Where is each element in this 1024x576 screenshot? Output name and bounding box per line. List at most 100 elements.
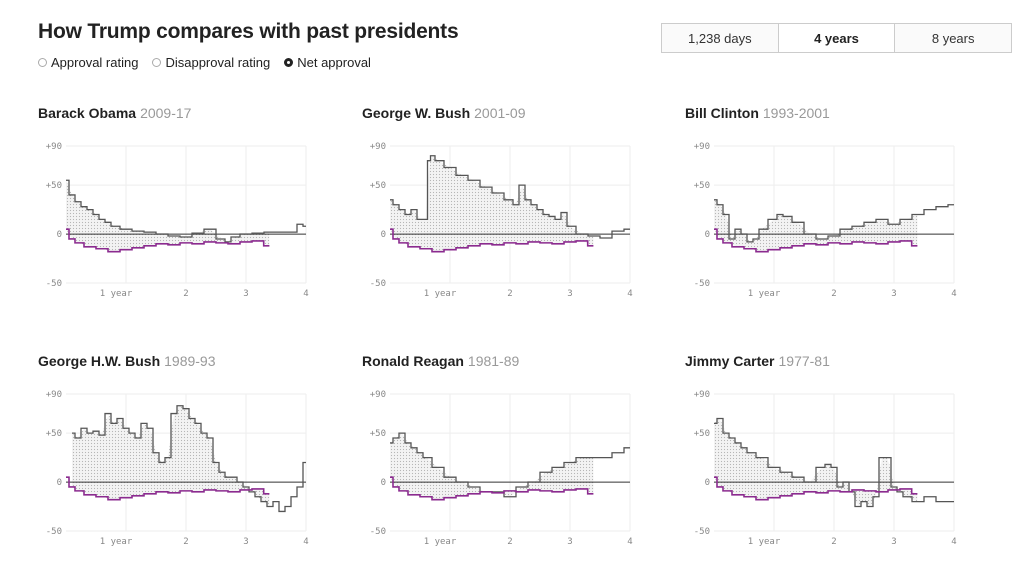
net-approval-radio-icon[interactable] [284, 58, 294, 67]
y-tick-label: +50 [46, 429, 62, 439]
x-tick-label: 2 [507, 289, 512, 299]
x-tick-label: 3 [567, 537, 572, 547]
panel-title-reagan: Ronald Reagan 1981-89 [362, 353, 519, 369]
metric-radio-group: Approval rating Disapproval rating Net a… [38, 55, 371, 70]
x-tick-label: 2 [831, 537, 836, 547]
y-tick-label: 0 [705, 230, 710, 240]
president-net-approval-line [72, 405, 306, 513]
x-tick-label: 3 [243, 537, 248, 547]
president-net-approval-line [714, 199, 954, 243]
gap-area [390, 156, 594, 252]
y-tick-label: 0 [705, 478, 710, 488]
gap-area [390, 434, 594, 500]
x-tick-label: 1 year [424, 289, 457, 299]
disapproval-rating-option[interactable]: Disapproval rating [152, 55, 270, 70]
y-tick-label: +90 [370, 390, 386, 400]
y-tick-label: +50 [46, 181, 62, 191]
y-tick-label: -50 [46, 527, 62, 537]
y-tick-label: -50 [694, 279, 710, 289]
panel-title-carter: Jimmy Carter 1977-81 [685, 353, 830, 369]
disapproval-rating-label: Disapproval rating [165, 55, 271, 70]
y-tick-label: +50 [370, 429, 386, 439]
chart-reagan: +90 +50 0 -50 1 year 2 3 4 [370, 390, 633, 547]
panel-title-clinton: Bill Clinton 1993-2001 [685, 105, 830, 121]
approval-rating-option[interactable]: Approval rating [38, 55, 138, 70]
tab-4-years[interactable]: 4 years [778, 24, 896, 52]
y-tick-label: +90 [370, 142, 386, 152]
y-tick-label: 0 [381, 230, 386, 240]
y-tick-label: +50 [694, 429, 710, 439]
x-tick-label: 4 [627, 289, 632, 299]
approval-radio-icon[interactable] [38, 58, 47, 67]
president-years: 1993-2001 [762, 105, 830, 121]
x-tick-label: 1 year [748, 537, 781, 547]
x-tick-label: 4 [951, 537, 956, 547]
president-years: 2001-09 [474, 105, 526, 121]
trump-net-approval-line [66, 476, 270, 501]
president-name: Bill Clinton [685, 105, 759, 121]
approval-rating-label: Approval rating [51, 55, 139, 70]
president-years: 1989-93 [164, 353, 216, 369]
president-years: 1981-89 [467, 353, 520, 369]
trump-net-approval-line [390, 228, 594, 253]
president-net-approval-line [66, 179, 306, 243]
tab-8-years[interactable]: 8 years [895, 24, 1012, 52]
chart-gw-bush: +90 +50 0 -50 1 year 2 3 4 [370, 142, 633, 299]
panel-title-obama: Barack Obama 2009-17 [38, 105, 191, 121]
y-tick-label: 0 [57, 478, 62, 488]
y-tick-label: 0 [381, 478, 386, 488]
y-tick-label: +90 [46, 390, 62, 400]
chart-obama: +90 +50 0 -50 1 year 2 3 4 [46, 142, 309, 299]
trump-net-approval-line [66, 228, 270, 253]
chart-clinton: +90 +50 0 -50 1 year 2 3 4 [694, 142, 957, 299]
president-name: Ronald Reagan [362, 353, 464, 369]
president-years: 1977-81 [778, 353, 830, 369]
x-tick-label: 2 [183, 289, 188, 299]
president-name: Barack Obama [38, 105, 137, 121]
x-tick-label: 4 [303, 537, 308, 547]
panel-title-ghw-bush: George H.W. Bush 1989-93 [38, 353, 216, 369]
y-tick-label: -50 [694, 527, 710, 537]
x-tick-label: 2 [831, 289, 836, 299]
president-name: Jimmy Carter [685, 353, 775, 369]
gap-area [66, 180, 270, 252]
time-range-tabs: 1,238 days 4 years 8 years [661, 23, 1012, 53]
x-tick-label: 4 [627, 537, 632, 547]
president-name: George H.W. Bush [38, 353, 161, 369]
disapproval-radio-icon[interactable] [152, 58, 162, 67]
president-net-approval-line [714, 417, 954, 508]
x-tick-label: 1 year [100, 537, 133, 547]
x-tick-label: 3 [243, 289, 248, 299]
y-tick-label: -50 [370, 527, 386, 537]
y-tick-label: -50 [46, 279, 62, 289]
president-years: 2009-17 [140, 105, 192, 121]
gap-area [714, 199, 918, 252]
chart-carter: +90 +50 0 -50 1 year 2 3 4 [694, 390, 957, 547]
trump-net-approval-line [714, 228, 918, 253]
x-tick-label: 3 [891, 289, 896, 299]
y-tick-label: +90 [46, 142, 62, 152]
y-tick-label: +50 [694, 181, 710, 191]
x-tick-label: 1 year [748, 289, 781, 299]
y-tick-label: +90 [694, 142, 710, 152]
net-approval-label: Net approval [297, 55, 371, 70]
x-tick-label: 1 year [100, 289, 133, 299]
x-tick-label: 2 [507, 537, 512, 547]
page-title: How Trump compares with past presidents [38, 20, 459, 43]
y-tick-label: +50 [370, 181, 386, 191]
x-tick-label: 4 [951, 289, 956, 299]
x-tick-label: 3 [891, 537, 896, 547]
y-tick-label: -50 [370, 279, 386, 289]
x-tick-label: 3 [567, 289, 572, 299]
trump-net-approval-line [714, 476, 918, 501]
x-tick-label: 4 [303, 289, 308, 299]
x-tick-label: 2 [183, 537, 188, 547]
tab-1238-days[interactable]: 1,238 days [662, 24, 779, 52]
y-tick-label: 0 [57, 230, 62, 240]
trump-net-approval-line [390, 476, 594, 501]
president-name: George W. Bush [362, 105, 471, 121]
gap-area [714, 419, 918, 506]
y-tick-label: +90 [694, 390, 710, 400]
chart-ghw-bush: +90 +50 0 -50 1 year 2 3 4 [46, 390, 309, 547]
net-approval-option[interactable]: Net approval [284, 55, 371, 70]
